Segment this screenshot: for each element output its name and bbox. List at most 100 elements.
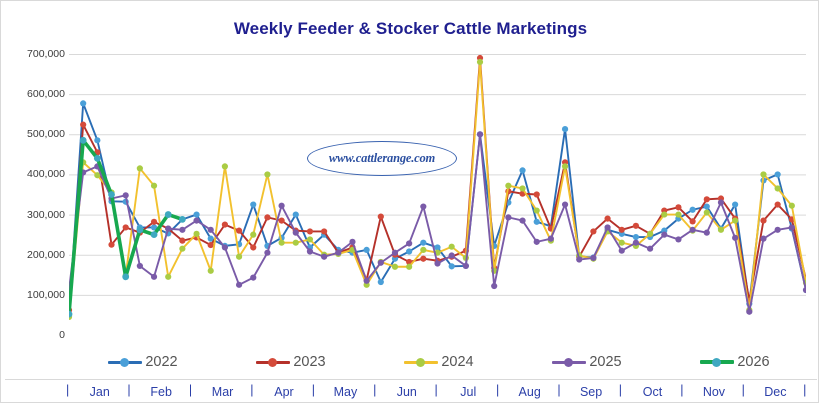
data-point (647, 230, 654, 237)
data-point (69, 310, 73, 318)
data-point (221, 244, 228, 251)
x-axis: | Jan | Feb | Mar | Apr | May | Jun | Jul | Aug | Sep | Oct… (66, 383, 807, 399)
data-point (476, 58, 484, 66)
data-point (278, 217, 285, 224)
data-point (533, 218, 540, 225)
data-point (349, 238, 356, 245)
legend-swatch-icon (256, 356, 291, 368)
data-point (306, 236, 314, 243)
data-point (448, 252, 455, 259)
data-point (462, 262, 469, 270)
data-point (774, 201, 781, 208)
legend-label: 2024 (441, 354, 474, 370)
x-axis-label-may: May (333, 385, 358, 399)
data-point (321, 228, 328, 235)
data-point (774, 226, 781, 233)
data-point (533, 207, 540, 214)
data-point (434, 244, 441, 251)
data-point (519, 217, 526, 224)
legend-item-2024[interactable]: 2024 (404, 354, 474, 370)
data-point (94, 137, 101, 144)
data-point (122, 273, 130, 281)
data-point (618, 239, 625, 246)
legend-label: 2025 (589, 354, 622, 370)
series-2023 (69, 54, 806, 314)
data-point (604, 224, 611, 231)
data-point (278, 202, 285, 209)
data-point (746, 308, 753, 315)
data-point (788, 224, 795, 231)
data-point (235, 281, 243, 288)
data-point (420, 246, 427, 253)
data-point (292, 211, 299, 218)
data-point (703, 196, 710, 203)
data-point (136, 262, 143, 270)
data-point (250, 244, 257, 251)
data-point (420, 255, 427, 262)
data-point (179, 245, 186, 252)
x-axis-label-feb: Feb (150, 385, 172, 399)
data-point (122, 224, 129, 231)
data-point (760, 217, 767, 224)
legend-item-2026[interactable]: 2026 (700, 354, 770, 370)
data-point (122, 192, 129, 199)
series-line (69, 61, 806, 318)
data-point (150, 231, 158, 239)
data-point (193, 211, 200, 218)
y-axis-tick-label: 500,000 (27, 128, 65, 141)
data-point (689, 206, 696, 213)
legend-item-2023[interactable]: 2023 (256, 354, 326, 370)
data-point (590, 254, 597, 262)
data-point (675, 204, 682, 211)
data-point (476, 131, 484, 138)
page-title: Weekly Feeder & Stocker Cattle Marketing… (233, 19, 588, 38)
x-axis-label-jan: Jan (89, 385, 110, 399)
x-axis-label-mar: Mar (211, 385, 234, 399)
data-point (80, 100, 87, 107)
data-point (406, 248, 413, 255)
legend-label: 2022 (145, 354, 178, 370)
data-point (491, 282, 498, 290)
watermark: www.cattlerange.com (307, 141, 457, 176)
data-point (505, 214, 512, 221)
chart-legend: 2022 2023 2024 2025 2026 (69, 349, 809, 375)
data-point (108, 241, 115, 248)
data-point (136, 226, 144, 234)
x-axis-label-jul: Jul (460, 385, 477, 399)
data-point (448, 243, 455, 250)
data-point (604, 215, 611, 222)
data-point (406, 240, 413, 247)
y-axis-tick-label: 100,000 (27, 288, 65, 301)
x-axis-label-sep: Sep (579, 385, 603, 399)
data-point (150, 218, 158, 225)
series-2025 (69, 131, 806, 315)
data-point (618, 226, 625, 233)
data-point (80, 121, 87, 128)
data-point (179, 226, 186, 233)
data-point (576, 256, 583, 263)
legend-item-2025[interactable]: 2025 (552, 354, 622, 370)
data-point (207, 235, 214, 242)
data-point (732, 201, 739, 208)
data-point (774, 171, 781, 178)
data-point (108, 191, 115, 198)
data-point (150, 273, 158, 280)
x-axis-divider (5, 379, 817, 380)
data-point (547, 235, 554, 242)
data-point (675, 211, 682, 218)
data-point (235, 253, 243, 260)
data-point (377, 278, 384, 286)
data-point (802, 286, 806, 294)
data-point (590, 228, 597, 235)
legend-label: 2026 (737, 354, 770, 370)
data-point (703, 203, 710, 210)
data-point (363, 246, 370, 253)
data-point (207, 241, 214, 249)
x-axis-label-nov: Nov (702, 385, 726, 399)
legend-item-2022[interactable]: 2022 (108, 354, 178, 370)
x-axis-label-dec: Dec (764, 385, 787, 399)
y-axis-tick-label: 300,000 (27, 208, 65, 221)
data-point (306, 228, 314, 235)
series-2026 (69, 136, 186, 318)
